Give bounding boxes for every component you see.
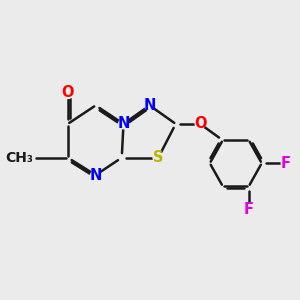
Text: O: O [61, 85, 74, 100]
Text: O: O [194, 116, 206, 131]
Text: CH₃: CH₃ [5, 151, 33, 165]
Text: N: N [143, 98, 156, 113]
Text: F: F [244, 202, 254, 217]
Text: N: N [89, 168, 102, 183]
Circle shape [153, 152, 164, 163]
Text: N: N [117, 116, 130, 131]
Circle shape [91, 170, 100, 180]
Circle shape [145, 100, 154, 110]
Circle shape [244, 204, 254, 214]
Circle shape [62, 87, 74, 98]
Circle shape [281, 158, 291, 168]
Text: S: S [153, 150, 164, 165]
Circle shape [195, 119, 205, 129]
Circle shape [118, 119, 128, 129]
Text: F: F [281, 156, 291, 171]
